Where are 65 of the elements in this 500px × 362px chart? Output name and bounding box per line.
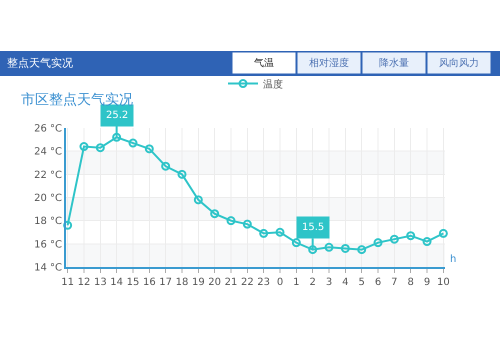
x-tick-label: 3 bbox=[326, 277, 332, 288]
point bbox=[259, 228, 268, 238]
point bbox=[390, 234, 399, 244]
x-tick-label: 22 bbox=[240, 277, 254, 288]
x-tick-label: 1 bbox=[293, 277, 300, 288]
x-tick-label: 18 bbox=[176, 277, 188, 288]
text: 降水量 bbox=[379, 57, 409, 69]
point bbox=[96, 143, 105, 152]
x-tick-label: 9 bbox=[424, 277, 430, 288]
point bbox=[438, 228, 448, 238]
x-tick-label: 0 bbox=[276, 277, 284, 288]
text: 相对湿度 bbox=[309, 57, 349, 69]
point bbox=[63, 220, 72, 230]
x-tick-label: 13 bbox=[94, 277, 107, 288]
point bbox=[308, 245, 318, 254]
data-label: 15.5 bbox=[302, 222, 324, 233]
x-tick-label: 16 bbox=[142, 277, 156, 288]
x-tick-label: 7 bbox=[391, 277, 398, 288]
x-tick-label: 15 bbox=[126, 277, 140, 288]
x-axis-title: h bbox=[450, 254, 456, 265]
point bbox=[112, 132, 122, 142]
point bbox=[161, 162, 170, 171]
y-tick-label: 16 °C bbox=[34, 239, 62, 250]
x-tick-label: 14 bbox=[110, 277, 124, 288]
x-tick-label: 6 bbox=[374, 277, 382, 288]
point bbox=[324, 242, 334, 252]
legend-label: 温度 bbox=[263, 78, 283, 90]
point bbox=[128, 138, 138, 148]
x-tick-label: 20 bbox=[208, 277, 222, 288]
point bbox=[79, 142, 88, 152]
y-tick-label: 20 °C bbox=[34, 193, 62, 204]
x-tick-label: 2 bbox=[309, 277, 316, 288]
x-tick-label: 8 bbox=[408, 277, 414, 288]
chart-subtitle: 市区整点天气实况 bbox=[21, 92, 133, 108]
y-tick-label: 26 °C bbox=[34, 124, 62, 134]
point bbox=[406, 231, 416, 240]
x-tick-label: 12 bbox=[78, 277, 90, 288]
point bbox=[340, 244, 350, 253]
text: 风向风力 bbox=[439, 57, 479, 69]
point bbox=[226, 216, 236, 226]
x-tick-label: 21 bbox=[224, 277, 238, 288]
x-tick-label: 23 bbox=[257, 277, 270, 288]
x-tick-label: 4 bbox=[342, 277, 349, 288]
y-tick-label: 22 °C bbox=[34, 170, 62, 181]
point bbox=[276, 228, 284, 237]
text: 气温 bbox=[254, 57, 274, 69]
x-tick-label: 17 bbox=[159, 277, 172, 288]
point bbox=[242, 220, 252, 229]
chart-title: 整点天气实况 bbox=[7, 56, 73, 70]
y-tick-label: 18 °C bbox=[34, 216, 62, 228]
data-label: 25.2 bbox=[106, 110, 128, 121]
x-tick-label: 10 bbox=[437, 277, 450, 288]
point bbox=[177, 170, 186, 179]
point bbox=[422, 237, 432, 246]
x-tick-label: 5 bbox=[358, 277, 365, 288]
y-tick-label: 14 °C bbox=[34, 262, 62, 274]
point bbox=[194, 195, 203, 204]
point bbox=[292, 238, 301, 248]
point bbox=[144, 144, 154, 154]
point bbox=[210, 209, 220, 218]
y-tick-label: 24 °C bbox=[34, 146, 62, 158]
point bbox=[374, 238, 383, 248]
x-tick-label: 11 bbox=[61, 277, 74, 288]
point bbox=[357, 245, 366, 254]
x-tick-label: 19 bbox=[192, 277, 205, 288]
